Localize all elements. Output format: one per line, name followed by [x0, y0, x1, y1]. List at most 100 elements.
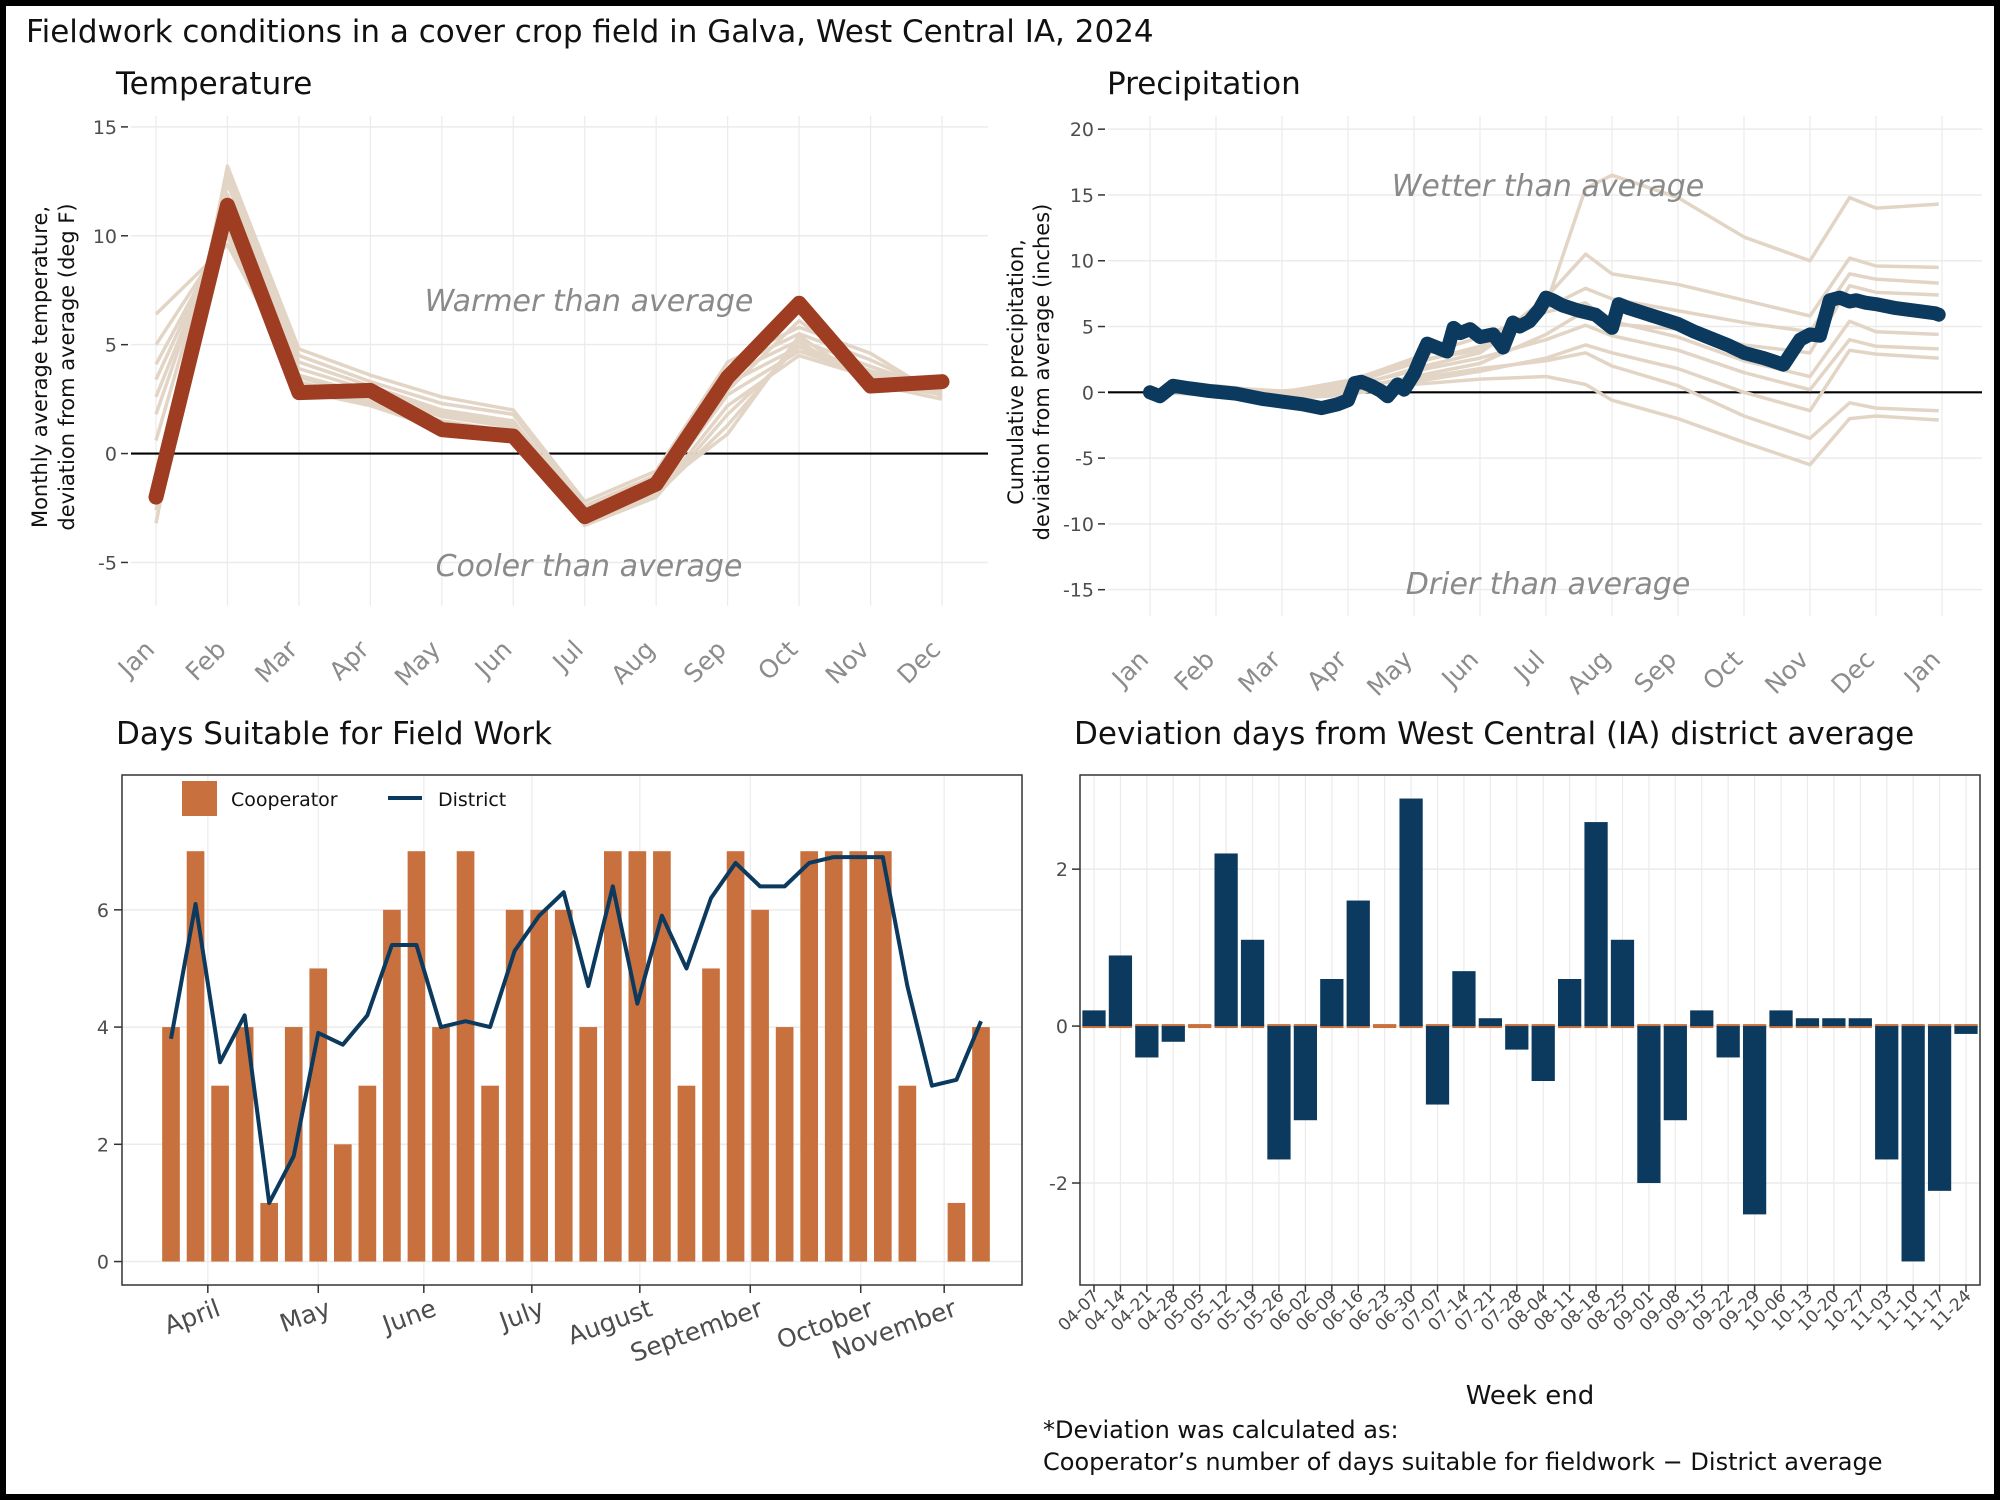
- days-x-tick-label: July: [494, 1293, 548, 1336]
- days-cooperator-bar: [947, 1202, 966, 1262]
- days-panel-border: [121, 774, 1023, 1286]
- dev-bar: [1214, 853, 1238, 1027]
- days-x-tick-label: June: [377, 1293, 440, 1340]
- days-cooperator-bar: [235, 1027, 254, 1262]
- dev-y-tick-label: 2: [1056, 859, 1068, 881]
- temp-y-tick-label: 15: [93, 117, 117, 139]
- precip-y-tick-label: 10: [1070, 251, 1094, 273]
- dev-zero-marker: [1663, 1024, 1687, 1029]
- days-cooperator-bar: [407, 851, 426, 1262]
- days-y-tick-label: 4: [97, 1017, 109, 1039]
- temp-x-tick-label: Feb: [180, 635, 232, 687]
- precip-y-tick-label: -10: [1063, 514, 1094, 536]
- dev-zero-marker: [1901, 1024, 1925, 1029]
- dev-zero-marker: [1875, 1024, 1899, 1029]
- precip-background-line: [1149, 323, 1939, 395]
- dev-bar: [1346, 900, 1370, 1027]
- temp-x-tick-label: Jul: [546, 635, 589, 678]
- days-cooperator-bar: [260, 1202, 279, 1262]
- dev-zero-marker: [1267, 1024, 1291, 1029]
- days-cooperator-bar: [481, 1085, 499, 1262]
- days-y-tick-label: 2: [97, 1134, 109, 1156]
- precip-y-axis-label-2: deviation from average (inches): [1030, 204, 1054, 541]
- legend-cooperator-label: Cooperator: [231, 789, 338, 811]
- days-cooperator-bar: [284, 1027, 303, 1262]
- dev-y-tick-label: 0: [1056, 1016, 1068, 1038]
- dev-zero-marker: [1425, 1024, 1450, 1029]
- dev-bar: [1082, 1010, 1106, 1027]
- temp-y-tick-label: 10: [93, 226, 117, 248]
- dev-zero-marker: [1188, 1024, 1212, 1029]
- temp-x-tick-label: Mar: [249, 634, 303, 688]
- temp-highlight-line: [148, 197, 950, 525]
- dev-bar: [1452, 971, 1476, 1027]
- temp-y-axis-label-1: Monthly average temperature,: [28, 206, 52, 528]
- temp-x-tick-label: Oct: [752, 635, 803, 686]
- days-cooperator-bar: [309, 968, 328, 1262]
- days-cooperator-bar: [186, 851, 205, 1262]
- days-cooperator-bar: [579, 1027, 598, 1262]
- days-cooperator-bar: [333, 1144, 352, 1262]
- dev-bar: [1822, 1018, 1846, 1027]
- dev-bar: [1610, 939, 1635, 1027]
- precip-x-tick-label: Dec: [1826, 645, 1881, 700]
- footnote-line-2: Cooperator’s number of days suitable for…: [1043, 1448, 1883, 1476]
- days-cooperator-bar: [358, 1085, 377, 1262]
- precip-y-axis-label-1: Cumulative precipitation,: [1004, 239, 1028, 505]
- dev-zero-marker: [1716, 1024, 1740, 1029]
- deviation-title: Deviation days from West Central (IA) di…: [1074, 716, 1915, 752]
- days-cooperator-bar: [628, 851, 647, 1262]
- temp-x-tick-label: May: [389, 635, 446, 692]
- dev-bar: [1927, 1026, 1952, 1191]
- temp-y-tick-label: 5: [105, 335, 117, 357]
- temp-x-tick-label: Nov: [820, 635, 875, 690]
- days-cooperator-bar: [800, 851, 819, 1262]
- deviation-chart: -20204-0704-1404-2104-2805-0505-1205-190…: [1049, 774, 1981, 1411]
- precip-x-tick-label: Aug: [1561, 645, 1616, 700]
- precip-highlight-line: [1143, 290, 1946, 416]
- precip-x-tick-label: May: [1361, 645, 1418, 702]
- days-cooperator-bar: [432, 1027, 450, 1262]
- figure-page: Fieldwork conditions in a cover crop fie…: [6, 6, 1994, 1494]
- days-cooperator-bar: [603, 851, 622, 1262]
- dev-zero-marker: [1531, 1024, 1555, 1029]
- footnote: *Deviation was calculated as: Cooperator…: [1043, 1414, 1883, 1478]
- days-x-tick-label: April: [160, 1293, 224, 1340]
- days-x-tick-label: May: [276, 1293, 335, 1338]
- temp-background-line: [154, 173, 943, 511]
- temp-x-tick-label: Jun: [468, 635, 518, 685]
- figure-title: Fieldwork conditions in a cover crop fie…: [26, 14, 1154, 50]
- dev-zero-marker: [1293, 1024, 1318, 1029]
- days-district-line: [169, 855, 983, 1205]
- dev-bar: [1795, 1018, 1820, 1027]
- dev-zero-marker: [1135, 1024, 1159, 1029]
- days-cooperator-bar: [211, 1085, 229, 1262]
- days-cooperator-bar: [653, 851, 671, 1262]
- precip-x-tick-label: Oct: [1697, 645, 1748, 696]
- precip-x-tick-label: Jan: [1105, 645, 1154, 694]
- precip-x-tick-label: Nov: [1759, 645, 1814, 700]
- precip-y-tick-label: -5: [1075, 448, 1094, 470]
- dev-bar: [1267, 1026, 1291, 1160]
- days-cooperator-bar: [726, 851, 745, 1262]
- dev-bar: [1690, 1010, 1714, 1027]
- temperature-title: Temperature: [116, 66, 313, 102]
- temp-x-tick-label: Sep: [678, 635, 732, 689]
- dev-panel-border: [1079, 774, 1981, 1286]
- precip-y-tick-label: 20: [1070, 119, 1094, 141]
- dev-bar: [1108, 955, 1133, 1027]
- dev-bar: [1848, 1018, 1872, 1027]
- dev-bar: [1399, 798, 1423, 1027]
- temp-x-tick-label: Dec: [892, 635, 947, 690]
- dev-bar: [1637, 1026, 1661, 1183]
- days-cooperator-bar: [456, 851, 475, 1262]
- temp-y-tick-label: -5: [98, 552, 117, 574]
- dev-bar: [1954, 1026, 1978, 1034]
- dev-zero-marker: [1742, 1024, 1767, 1029]
- dev-bar: [1425, 1026, 1450, 1105]
- precip-annotation-wetter: Wetter than average: [1392, 169, 1705, 204]
- dev-bar: [1478, 1018, 1502, 1027]
- days-cooperator-bar: [849, 851, 868, 1262]
- dev-bar: [1663, 1026, 1687, 1121]
